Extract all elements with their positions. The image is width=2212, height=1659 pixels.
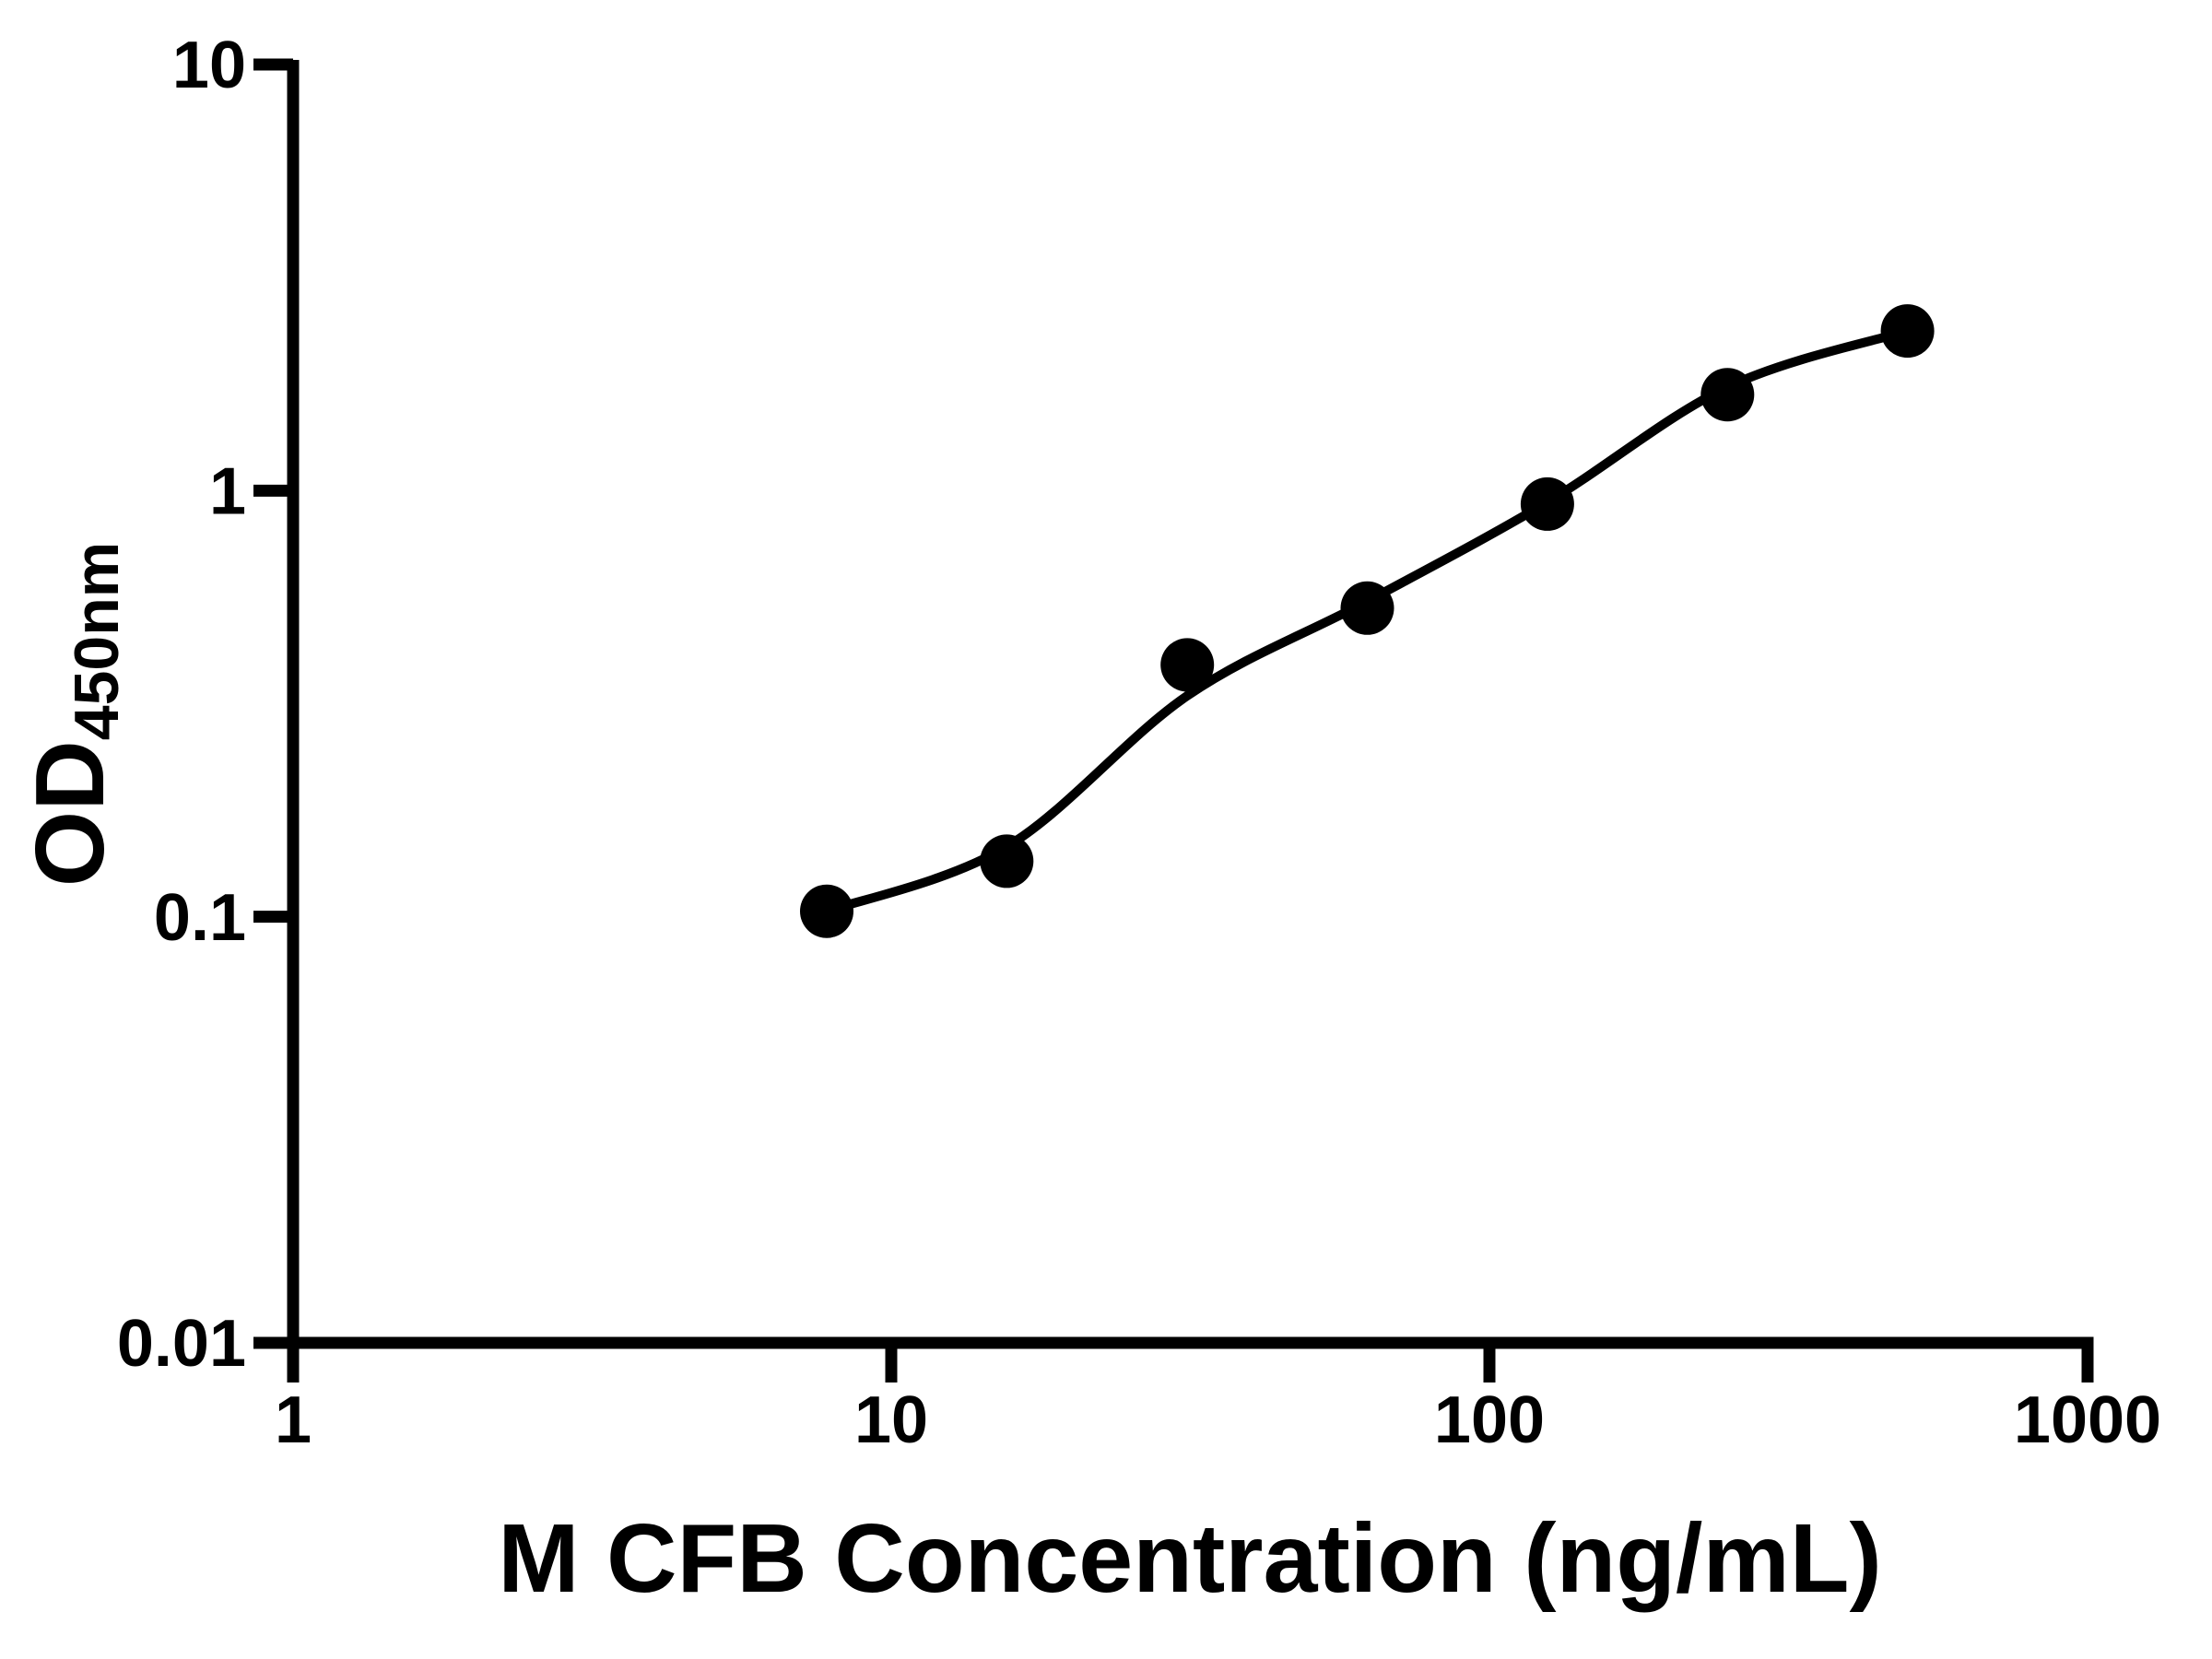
y-tick-label: 0.1 [154, 881, 246, 955]
x-axis-title: M CFB Concentration (ng/mL) [498, 1504, 1882, 1613]
data-point [1880, 304, 1935, 359]
x-ticks [287, 1343, 2094, 1382]
x-tick-label: 1000 [2014, 1383, 2161, 1457]
data-point [980, 834, 1034, 888]
x-tick-label: 10 [854, 1383, 928, 1457]
y-tick-labels: 10 1 0.1 0.01 [117, 29, 246, 1381]
y-tick-label: 1 [209, 455, 246, 529]
x-tick-label: 1 [275, 1383, 312, 1457]
y-axis: 10 1 0.1 0.01 [117, 29, 300, 1381]
x-tick-labels: 1 10 100 1000 [275, 1383, 2161, 1457]
y-axis-title-subscript: 450nm [62, 542, 132, 740]
data-point [1340, 581, 1394, 635]
x-axis: 1 10 100 1000 [275, 1336, 2161, 1457]
y-axis-title: OD450nm [16, 542, 132, 887]
y-tick-label: 10 [172, 29, 246, 102]
data-point [1520, 477, 1574, 531]
y-ticks [253, 58, 293, 1349]
x-tick-label: 100 [1434, 1383, 1545, 1457]
y-tick-label: 0.01 [117, 1307, 246, 1381]
data-point [1160, 638, 1215, 692]
data-points [800, 304, 1935, 938]
data-point [1700, 368, 1755, 422]
data-point [800, 884, 853, 938]
y-axis-title-base: OD [16, 740, 124, 887]
